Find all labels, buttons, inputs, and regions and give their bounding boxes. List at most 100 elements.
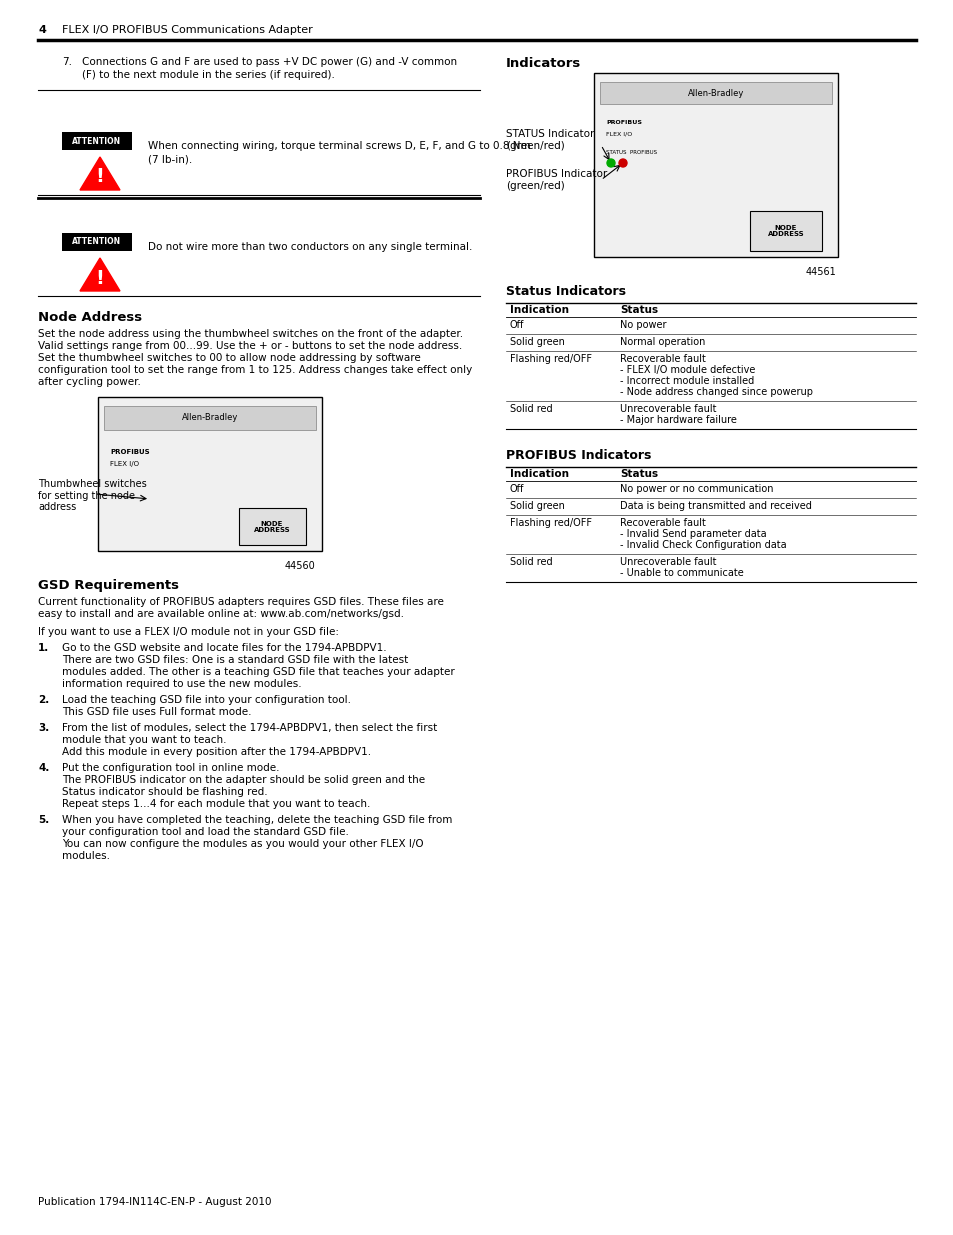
Text: Normal operation: Normal operation <box>619 337 704 347</box>
Circle shape <box>606 159 615 167</box>
Text: - Node address changed since powerup: - Node address changed since powerup <box>619 387 812 396</box>
Text: - Unable to communicate: - Unable to communicate <box>619 568 743 578</box>
Text: When you have completed the teaching, delete the teaching GSD file from: When you have completed the teaching, de… <box>62 815 452 825</box>
FancyBboxPatch shape <box>104 406 315 430</box>
Text: - Invalid Send parameter data: - Invalid Send parameter data <box>619 529 766 538</box>
FancyBboxPatch shape <box>599 82 831 104</box>
Text: PROFIBUS Indicators: PROFIBUS Indicators <box>505 450 651 462</box>
Text: Recoverable fault: Recoverable fault <box>619 517 705 529</box>
Text: Set the thumbwheel switches to 00 to allow node addressing by software: Set the thumbwheel switches to 00 to all… <box>38 353 420 363</box>
Text: Indication: Indication <box>510 469 568 479</box>
Text: Off: Off <box>510 484 524 494</box>
FancyBboxPatch shape <box>98 396 322 551</box>
Text: You can now configure the modules as you would your other FLEX I/O: You can now configure the modules as you… <box>62 839 423 848</box>
Text: Status Indicators: Status Indicators <box>505 285 625 298</box>
Text: Connections G and F are used to pass +V DC power (G) and -V common: Connections G and F are used to pass +V … <box>82 57 456 67</box>
Text: Solid green: Solid green <box>510 337 564 347</box>
Text: (7 lb-in).: (7 lb-in). <box>148 154 193 164</box>
Text: after cycling power.: after cycling power. <box>38 377 141 387</box>
Text: PROFIBUS: PROFIBUS <box>605 120 641 125</box>
Text: This GSD file uses Full format mode.: This GSD file uses Full format mode. <box>62 706 252 718</box>
Text: information required to use the new modules.: information required to use the new modu… <box>62 679 301 689</box>
Text: Flashing red/OFF: Flashing red/OFF <box>510 517 592 529</box>
Text: 4.: 4. <box>38 763 50 773</box>
Text: Status indicator should be flashing red.: Status indicator should be flashing red. <box>62 787 268 797</box>
Text: When connecting wiring, torque terminal screws D, E, F, and G to 0.8 Nm: When connecting wiring, torque terminal … <box>148 141 530 151</box>
Text: STATUS Indicator
(green/red): STATUS Indicator (green/red) <box>505 130 594 151</box>
Text: STATUS  PROFIBUS: STATUS PROFIBUS <box>605 149 657 156</box>
Text: Repeat steps 1...4 for each module that you want to teach.: Repeat steps 1...4 for each module that … <box>62 799 370 809</box>
Text: 1.: 1. <box>38 643 50 653</box>
FancyBboxPatch shape <box>62 132 132 149</box>
Text: your configuration tool and load the standard GSD file.: your configuration tool and load the sta… <box>62 827 349 837</box>
Text: Go to the GSD website and locate files for the 1794-APBDPV1.: Go to the GSD website and locate files f… <box>62 643 386 653</box>
Text: Indicators: Indicators <box>505 57 580 70</box>
Text: - Major hardware failure: - Major hardware failure <box>619 415 736 425</box>
Text: - Invalid Check Configuration data: - Invalid Check Configuration data <box>619 540 786 550</box>
Text: There are two GSD files: One is a standard GSD file with the latest: There are two GSD files: One is a standa… <box>62 655 408 664</box>
Text: Indication: Indication <box>510 305 568 315</box>
Text: Add this module in every position after the 1794-APBDPV1.: Add this module in every position after … <box>62 747 371 757</box>
Text: No power: No power <box>619 320 666 330</box>
Text: NODE
ADDRESS: NODE ADDRESS <box>767 225 803 237</box>
Text: !: ! <box>95 268 104 288</box>
Text: Status: Status <box>619 305 658 315</box>
Text: 3.: 3. <box>38 722 50 734</box>
Text: FLEX I/O: FLEX I/O <box>605 131 632 136</box>
FancyBboxPatch shape <box>62 233 132 251</box>
Text: Recoverable fault: Recoverable fault <box>619 354 705 364</box>
Text: Allen-Bradley: Allen-Bradley <box>687 89 743 98</box>
Text: easy to install and are available online at: www.ab.com/networks/gsd.: easy to install and are available online… <box>38 609 403 619</box>
Text: Publication 1794-IN114C-EN-P - August 2010: Publication 1794-IN114C-EN-P - August 20… <box>38 1197 272 1207</box>
Text: Load the teaching GSD file into your configuration tool.: Load the teaching GSD file into your con… <box>62 695 351 705</box>
Text: NODE
ADDRESS: NODE ADDRESS <box>253 520 290 534</box>
Text: modules added. The other is a teaching GSD file that teaches your adapter: modules added. The other is a teaching G… <box>62 667 455 677</box>
Text: Solid red: Solid red <box>510 404 552 414</box>
Text: - Incorrect module installed: - Incorrect module installed <box>619 375 754 387</box>
Text: GSD Requirements: GSD Requirements <box>38 579 179 592</box>
Text: Off: Off <box>510 320 524 330</box>
Text: 44560: 44560 <box>284 561 314 571</box>
FancyBboxPatch shape <box>749 211 821 251</box>
Text: If you want to use a FLEX I/O module not in your GSD file:: If you want to use a FLEX I/O module not… <box>38 627 338 637</box>
Text: From the list of modules, select the 1794-APBDPV1, then select the first: From the list of modules, select the 179… <box>62 722 436 734</box>
Text: Put the configuration tool in online mode.: Put the configuration tool in online mod… <box>62 763 279 773</box>
Polygon shape <box>80 157 120 190</box>
FancyBboxPatch shape <box>594 73 837 257</box>
Text: FLEX I/O PROFIBUS Communications Adapter: FLEX I/O PROFIBUS Communications Adapter <box>62 25 313 35</box>
Circle shape <box>618 159 626 167</box>
Text: module that you want to teach.: module that you want to teach. <box>62 735 226 745</box>
Text: Status: Status <box>619 469 658 479</box>
Polygon shape <box>80 258 120 291</box>
Text: 44561: 44561 <box>804 267 835 277</box>
Text: Data is being transmitted and received: Data is being transmitted and received <box>619 501 811 511</box>
Text: Valid settings range from 00...99. Use the + or - buttons to set the node addres: Valid settings range from 00...99. Use t… <box>38 341 462 351</box>
Text: PROFIBUS: PROFIBUS <box>110 450 150 454</box>
Text: - FLEX I/O module defective: - FLEX I/O module defective <box>619 366 755 375</box>
Text: ATTENTION: ATTENTION <box>72 137 121 146</box>
Text: Set the node address using the thumbwheel switches on the front of the adapter.: Set the node address using the thumbwhee… <box>38 329 462 338</box>
Text: Thumbwheel switches
for setting the node
address: Thumbwheel switches for setting the node… <box>38 479 147 513</box>
FancyBboxPatch shape <box>239 508 306 545</box>
Text: ATTENTION: ATTENTION <box>72 237 121 247</box>
Text: 2.: 2. <box>38 695 50 705</box>
Text: modules.: modules. <box>62 851 110 861</box>
Text: 4: 4 <box>38 25 46 35</box>
Text: FLEX I/O: FLEX I/O <box>110 461 139 467</box>
Text: !: ! <box>95 168 104 186</box>
Text: Do not wire more than two conductors on any single terminal.: Do not wire more than two conductors on … <box>148 242 472 252</box>
Text: 5.: 5. <box>38 815 50 825</box>
Text: Node Address: Node Address <box>38 311 142 324</box>
Text: Unrecoverable fault: Unrecoverable fault <box>619 557 716 567</box>
Text: Allen-Bradley: Allen-Bradley <box>182 414 238 422</box>
Text: The PROFIBUS indicator on the adapter should be solid green and the: The PROFIBUS indicator on the adapter sh… <box>62 776 425 785</box>
Text: Solid green: Solid green <box>510 501 564 511</box>
Text: 7.: 7. <box>62 57 71 67</box>
Text: (F) to the next module in the series (if required).: (F) to the next module in the series (if… <box>82 70 335 80</box>
Text: Flashing red/OFF: Flashing red/OFF <box>510 354 592 364</box>
Text: No power or no communication: No power or no communication <box>619 484 773 494</box>
Text: PROFIBUS Indicator
(green/red): PROFIBUS Indicator (green/red) <box>505 169 607 190</box>
Text: Current functionality of PROFIBUS adapters requires GSD files. These files are: Current functionality of PROFIBUS adapte… <box>38 597 443 606</box>
Text: configuration tool to set the range from 1 to 125. Address changes take effect o: configuration tool to set the range from… <box>38 366 472 375</box>
Text: Solid red: Solid red <box>510 557 552 567</box>
